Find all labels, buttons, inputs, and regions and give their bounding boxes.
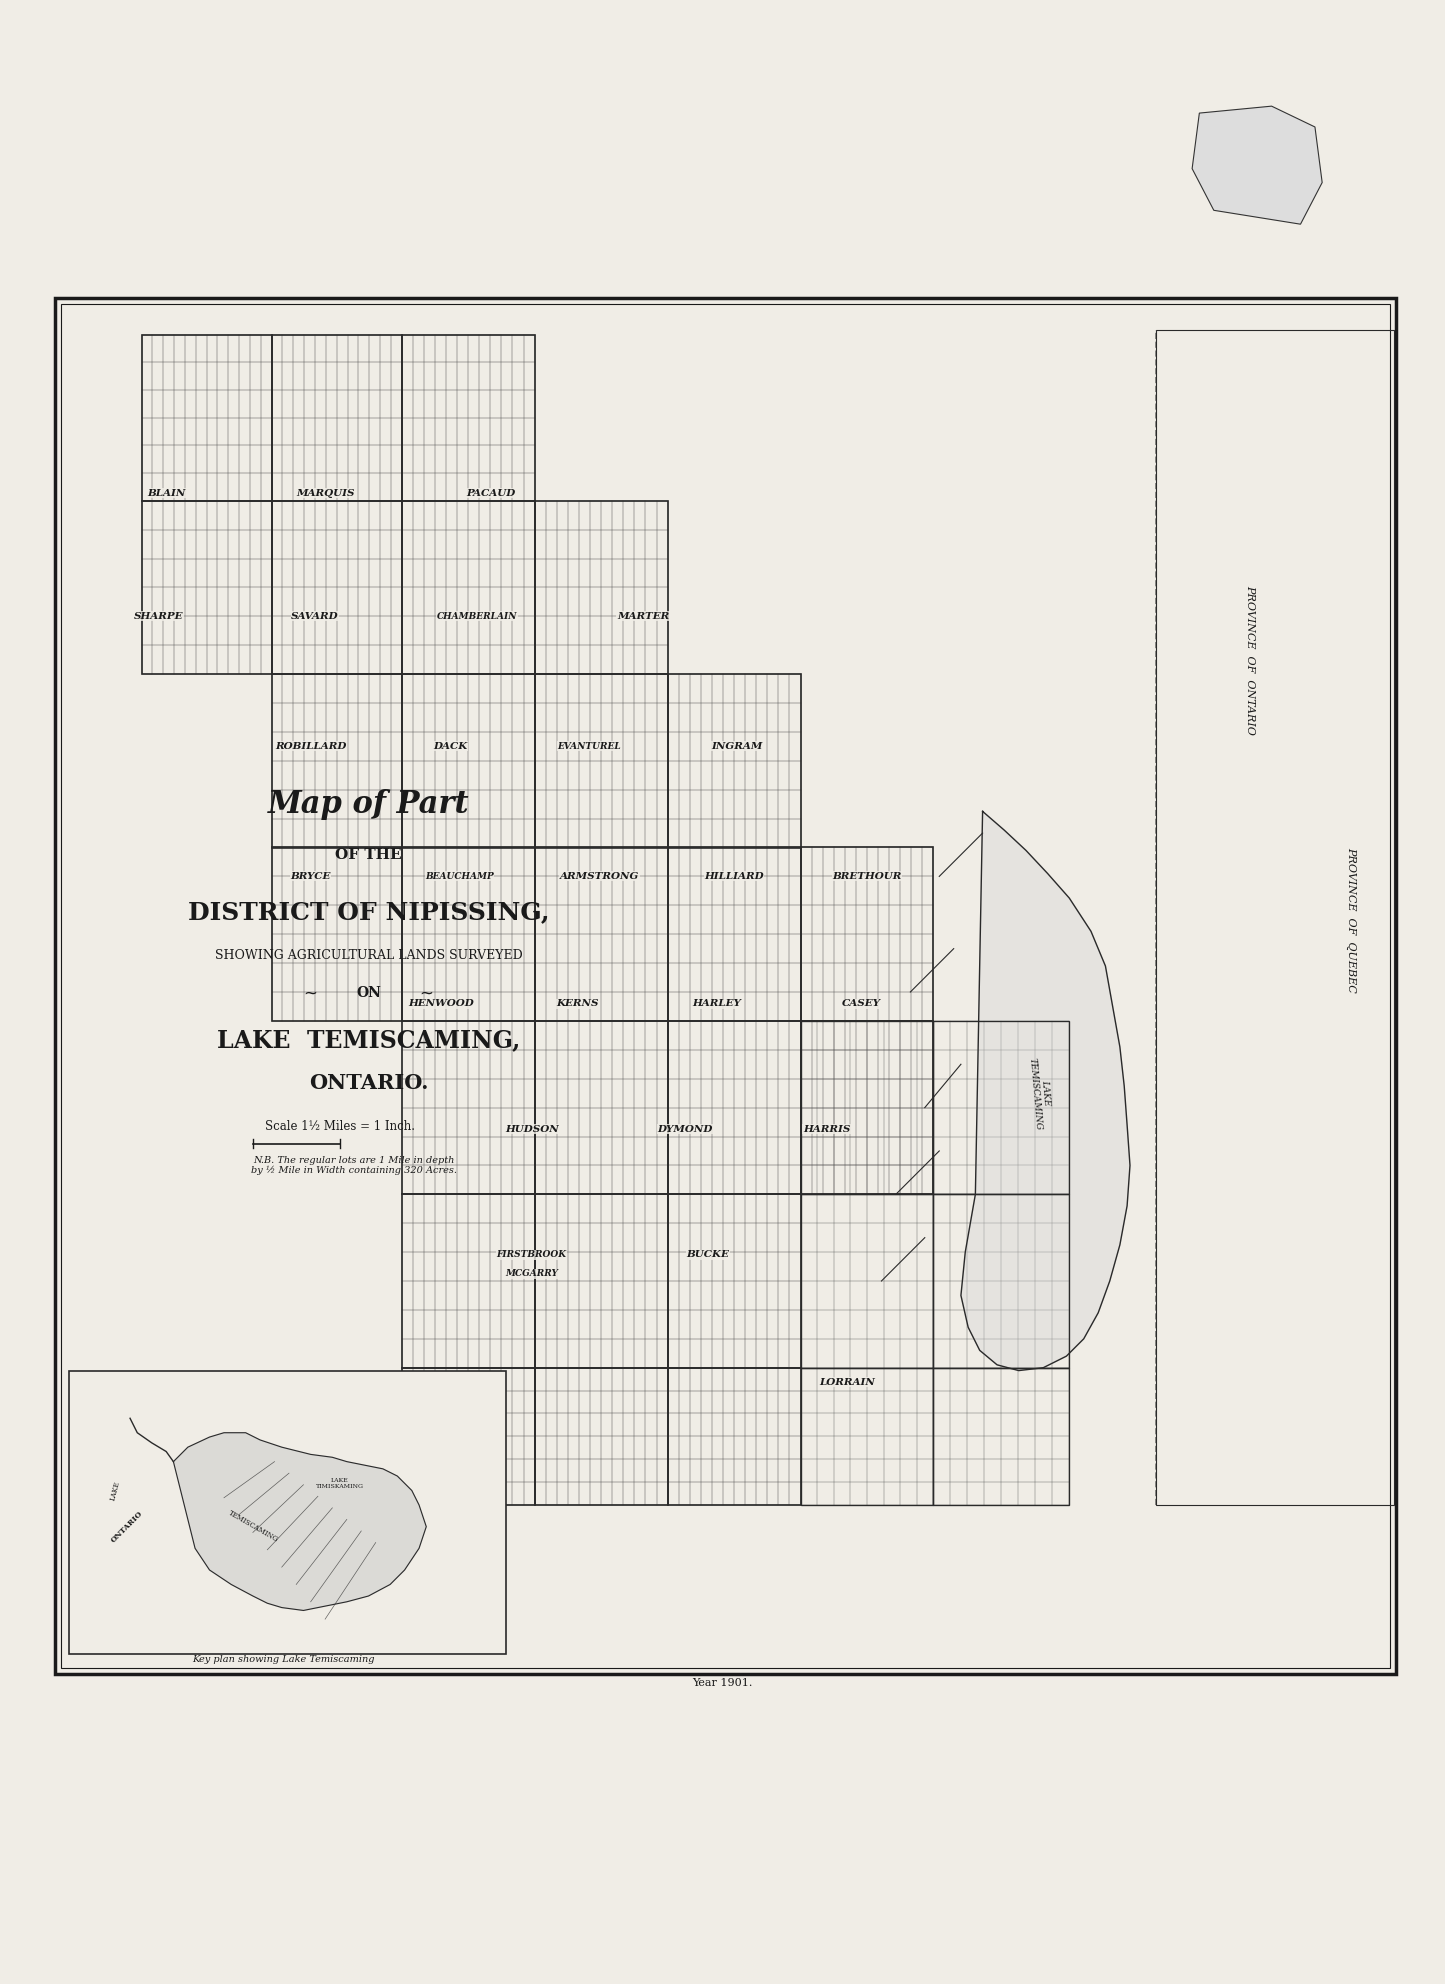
Text: CHAMBERLAIN: CHAMBERLAIN <box>436 611 517 621</box>
Text: Key plan showing Lake Temiscaming: Key plan showing Lake Temiscaming <box>192 1655 374 1665</box>
Bar <box>272 847 402 1022</box>
Text: ~: ~ <box>419 984 433 1002</box>
Bar <box>142 335 272 500</box>
Text: Year 1901.: Year 1901. <box>692 1678 753 1688</box>
Text: PROVINCE  OF  QUEBEC: PROVINCE OF QUEBEC <box>1347 847 1355 992</box>
Text: PROVINCE  OF  ONTARIO: PROVINCE OF ONTARIO <box>1246 585 1254 734</box>
Text: HENWOOD: HENWOOD <box>407 1000 474 1008</box>
Text: Map of Part: Map of Part <box>267 790 470 819</box>
Text: EVANTUREL: EVANTUREL <box>558 742 621 750</box>
Text: ARMSTRONG: ARMSTRONG <box>561 871 639 881</box>
Bar <box>402 675 535 847</box>
Bar <box>668 675 801 847</box>
Bar <box>69 1371 506 1655</box>
Text: LAKE  TEMISCAMING,: LAKE TEMISCAMING, <box>217 1028 520 1052</box>
Text: MCGARRY: MCGARRY <box>506 1270 558 1278</box>
Bar <box>801 1022 933 1194</box>
Text: BRYCE: BRYCE <box>290 871 331 881</box>
Bar <box>535 675 668 847</box>
Bar <box>801 1022 933 1194</box>
Bar <box>801 1367 933 1506</box>
Bar <box>933 1194 1069 1367</box>
Bar <box>272 675 402 847</box>
Text: KERNS: KERNS <box>556 1000 600 1008</box>
Text: BRETHOUR: BRETHOUR <box>832 871 902 881</box>
Text: SHARPE: SHARPE <box>134 611 184 621</box>
Text: MARTER: MARTER <box>617 611 669 621</box>
Text: DACK: DACK <box>434 742 468 750</box>
Bar <box>142 500 272 675</box>
Text: N.B. The regular lots are 1 Mile in depth
by ½ Mile in Width containing 320 Acre: N.B. The regular lots are 1 Mile in dept… <box>251 1155 457 1175</box>
Polygon shape <box>173 1432 426 1611</box>
Bar <box>535 1194 668 1367</box>
Bar <box>272 500 402 675</box>
Bar <box>535 847 668 1022</box>
Text: LORRAIN: LORRAIN <box>819 1377 874 1387</box>
Text: TEMISCAMING: TEMISCAMING <box>227 1510 279 1544</box>
Text: ONTARIO.: ONTARIO. <box>309 1073 428 1093</box>
Text: BLAIN: BLAIN <box>147 488 185 498</box>
Bar <box>402 847 535 1022</box>
Bar <box>535 1022 668 1194</box>
Polygon shape <box>1192 105 1322 224</box>
Bar <box>402 1022 535 1194</box>
Text: OF THE: OF THE <box>335 847 402 861</box>
Bar <box>535 500 668 675</box>
Bar <box>668 847 801 1022</box>
Text: ON: ON <box>355 986 381 1000</box>
Text: MARQUIS: MARQUIS <box>296 488 354 498</box>
Bar <box>402 335 535 500</box>
Bar <box>801 1194 933 1367</box>
Text: BEAUCHAMP: BEAUCHAMP <box>425 871 494 881</box>
Text: LAKE: LAKE <box>110 1480 121 1502</box>
Bar <box>668 1022 801 1194</box>
Bar <box>272 335 402 500</box>
Text: HARRIS: HARRIS <box>803 1125 850 1133</box>
Bar <box>933 1367 1069 1506</box>
Text: Scale 1½ Miles = 1 Inch.: Scale 1½ Miles = 1 Inch. <box>264 1119 415 1133</box>
Text: ONTARIO: ONTARIO <box>110 1510 144 1544</box>
Text: INGRAM: INGRAM <box>711 742 763 750</box>
Bar <box>801 847 933 1022</box>
Polygon shape <box>961 811 1130 1371</box>
Text: LAKE
TIMISKAMING: LAKE TIMISKAMING <box>315 1478 364 1488</box>
Text: PACAUD: PACAUD <box>467 488 516 498</box>
Bar <box>1156 329 1394 1506</box>
Text: ~: ~ <box>303 984 318 1002</box>
Bar <box>668 1194 801 1367</box>
Text: DYMOND: DYMOND <box>657 1125 712 1133</box>
Bar <box>402 1367 535 1506</box>
Bar <box>668 1367 801 1506</box>
Text: FIRSTBROOK: FIRSTBROOK <box>497 1250 566 1260</box>
Text: ROBILLARD: ROBILLARD <box>275 742 347 750</box>
Text: HILLIARD: HILLIARD <box>704 871 764 881</box>
Text: DISTRICT OF NIPISSING,: DISTRICT OF NIPISSING, <box>188 901 549 925</box>
Text: HUDSON: HUDSON <box>504 1125 559 1133</box>
Text: LAKE
TEMISCAMING: LAKE TEMISCAMING <box>1027 1055 1053 1131</box>
Text: BUCKE: BUCKE <box>686 1250 730 1260</box>
Text: SAVARD: SAVARD <box>292 611 338 621</box>
Bar <box>535 1367 668 1506</box>
Text: HARLEY: HARLEY <box>692 1000 741 1008</box>
Text: SHOWING AGRICULTURAL LANDS SURVEYED: SHOWING AGRICULTURAL LANDS SURVEYED <box>215 950 522 962</box>
Bar <box>933 1022 1069 1194</box>
Text: CASEY: CASEY <box>842 1000 880 1008</box>
Bar <box>402 500 535 675</box>
Bar <box>402 1194 535 1367</box>
